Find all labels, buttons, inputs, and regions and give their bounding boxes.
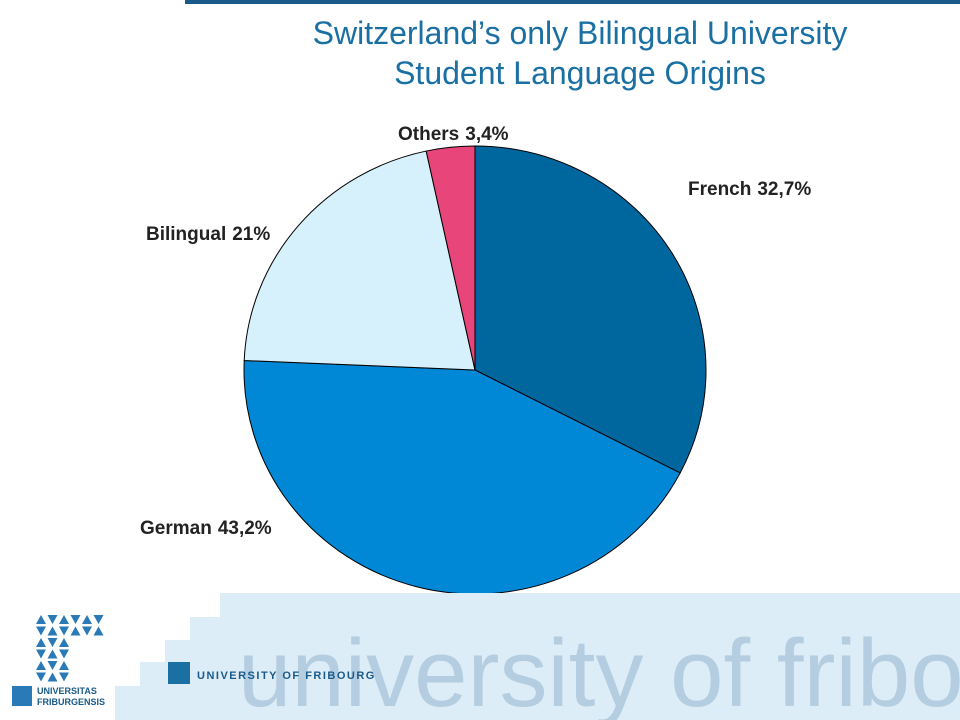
logo-triangle <box>59 672 69 682</box>
logo-triangle <box>70 626 81 636</box>
logo-square <box>12 686 32 706</box>
slice-value: 21% <box>232 224 270 245</box>
slice-label: Bilingual 21% <box>146 224 270 245</box>
logo-triangle <box>70 615 81 624</box>
slice-label: French 32,7% <box>688 179 811 200</box>
pie-slice <box>474 145 707 474</box>
brand-name: UNIVERSITY OF FRIBOURG <box>197 670 376 682</box>
logo-triangle <box>82 626 92 636</box>
logo-triangle <box>47 626 58 636</box>
logo-triangle <box>59 615 69 624</box>
pie-slice <box>425 145 476 371</box>
slice-label: Others 3,4% <box>398 124 509 145</box>
logo-triangle <box>59 626 69 636</box>
logo-triangle <box>36 661 46 670</box>
logo-triangle <box>47 672 58 682</box>
slice-name: French <box>688 179 751 200</box>
seal-text: UNIVERSITAS <box>37 686 97 696</box>
logo-triangle <box>36 626 46 636</box>
title-line: Switzerland’s only Bilingual University <box>313 15 848 51</box>
brand-square <box>168 662 190 684</box>
logo <box>36 615 104 682</box>
wordmark: university of fribour <box>238 620 960 720</box>
slice-name: Bilingual <box>146 224 226 245</box>
logo-triangle <box>82 615 92 624</box>
logo-triangle <box>36 615 46 624</box>
pie-slice <box>243 360 681 595</box>
logo-triangle <box>47 615 58 624</box>
pie-slice <box>243 150 476 371</box>
logo-triangle <box>93 615 104 624</box>
slice-value: 3,4% <box>465 124 508 145</box>
logo-triangle <box>47 649 58 659</box>
seal-text: FRIBURGENSIS <box>37 697 105 707</box>
logo-triangle <box>47 638 58 647</box>
logo-triangle <box>59 638 69 647</box>
logo-triangle <box>59 649 69 659</box>
slice-label: German 43,2% <box>140 518 272 539</box>
slice-name: Others <box>398 124 459 145</box>
slice-value: 43,2% <box>218 518 272 539</box>
slice-name: German <box>140 518 212 539</box>
logo-triangle <box>36 649 46 659</box>
pie <box>243 145 707 595</box>
title-line: Student Language Origins <box>394 55 766 91</box>
logo-triangle <box>36 638 46 647</box>
logo-triangle <box>36 672 46 682</box>
footer-band <box>115 593 960 720</box>
logo-triangle <box>59 661 69 670</box>
logo-triangle <box>47 661 58 670</box>
logo-triangle <box>93 626 104 636</box>
slice-value: 32,7% <box>757 179 811 200</box>
